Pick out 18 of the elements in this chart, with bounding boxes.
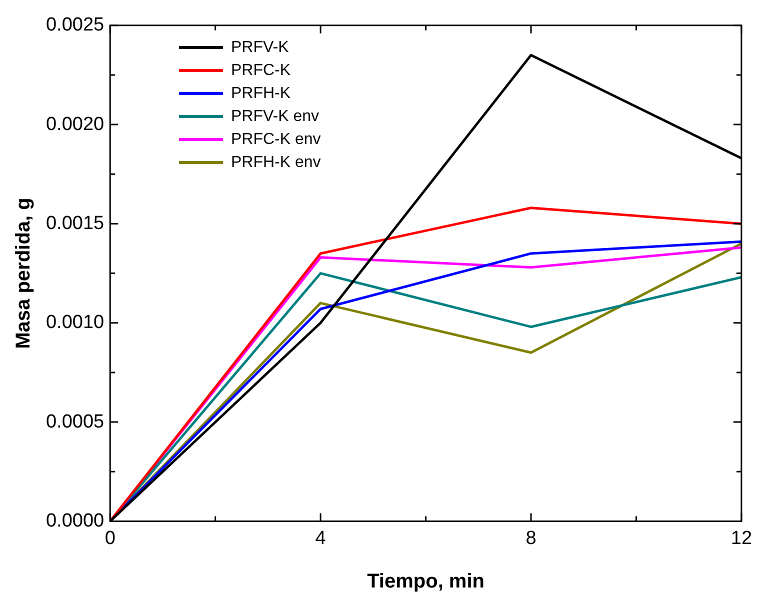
- legend-label: PRFH-K: [231, 84, 291, 102]
- y-tick-label: 0.0025: [46, 14, 104, 36]
- legend-label: PRFV-K env: [231, 108, 320, 126]
- legend-label: PRFH-K env: [231, 154, 321, 172]
- y-tick-label: 0.0010: [46, 312, 104, 334]
- legend-label: PRFV-K: [231, 38, 289, 56]
- x-tick-label: 0: [104, 528, 116, 549]
- y-tick-label: 0.0015: [46, 212, 104, 234]
- x-tick-label: 12: [730, 528, 752, 549]
- x-tick-label: 8: [526, 528, 536, 549]
- x-axis-title: Tiempo, min: [367, 570, 484, 593]
- legend-label: PRFC-K: [231, 62, 291, 80]
- y-tick-label: 0.0005: [46, 411, 104, 432]
- y-tick-label: 0.0020: [46, 114, 104, 135]
- legend-label: PRFC-K env: [231, 130, 321, 148]
- y-tick-label: 0.0000: [46, 510, 104, 532]
- x-tick-label: 4: [315, 528, 326, 549]
- y-axis-title: Masa perdida, g: [12, 198, 35, 349]
